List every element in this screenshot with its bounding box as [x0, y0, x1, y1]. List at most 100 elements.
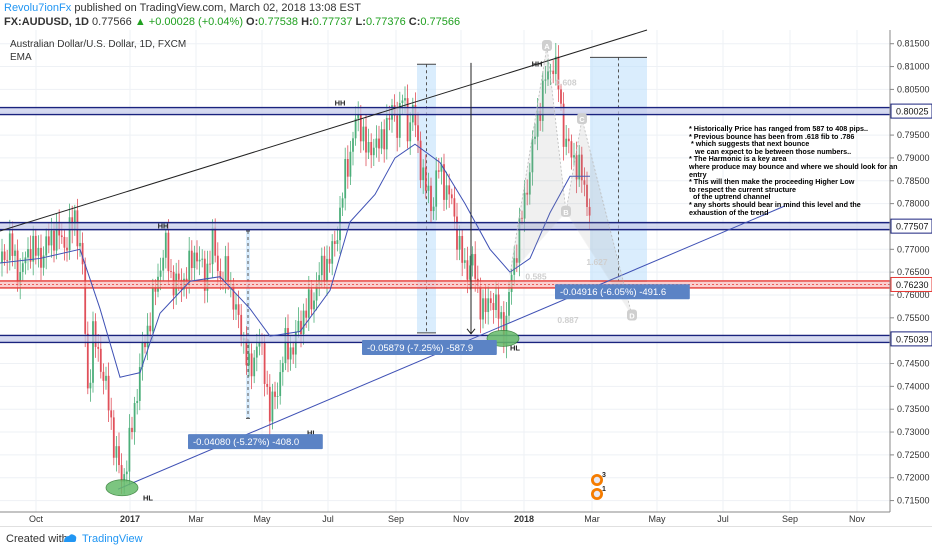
candle-body	[409, 122, 412, 142]
candle-body	[526, 192, 529, 195]
candle-body	[557, 56, 560, 90]
candle-body	[458, 235, 461, 250]
candle-body	[112, 417, 115, 458]
candle-body	[383, 129, 386, 150]
x-tick-label: May	[648, 514, 666, 524]
measure-label: -0.04916 (-6.05%) -491.6	[560, 287, 666, 298]
candle-body	[333, 241, 336, 244]
note-line: * The Harmonic is a key area	[689, 154, 787, 164]
level-price-label: 0.80025	[896, 107, 929, 117]
candle-body	[86, 333, 89, 389]
candle-body	[456, 216, 458, 250]
candle-body	[367, 142, 370, 153]
candle-body	[281, 363, 284, 373]
candle-body	[81, 242, 84, 265]
candle-body	[552, 70, 555, 75]
candle-body	[45, 236, 48, 256]
candle-body	[372, 147, 375, 156]
ema-legend[interactable]: EMA	[10, 52, 32, 63]
candle-body	[136, 400, 139, 404]
candle-body	[365, 126, 367, 153]
candle-body	[170, 271, 172, 272]
candle-body	[443, 164, 445, 200]
harmonic-point-label: 0.585	[525, 272, 547, 282]
candle-body	[352, 138, 354, 152]
time-axis[interactable]: Oct 2017 Mar May Jul Sep Nov 2018 Mar May Jul Sep No…	[29, 514, 866, 524]
ohlc-line: FX:AUDUSD, 1D 0.77566 ▲ +0.00028 (+0.04%…	[4, 16, 460, 28]
pivot-label: HL	[143, 494, 153, 503]
publisher-link[interactable]: Revolu7ionFx	[4, 2, 72, 14]
y-tick-label: 0.73500	[897, 404, 930, 414]
note-line: * This will then make the proceeding Hig…	[689, 177, 855, 187]
candle-body	[424, 167, 427, 191]
candle-body	[495, 294, 497, 311]
candle-body	[302, 310, 305, 335]
price-axis[interactable]: 0.815000.810000.805000.800000.795000.790…	[890, 39, 932, 506]
plot-area[interactable]	[0, 30, 890, 512]
open-value: 0.77538	[258, 16, 299, 28]
harmonic-point-badge	[577, 113, 587, 125]
candle-body	[258, 342, 261, 347]
candle-body	[284, 328, 287, 364]
measure-label-box	[188, 434, 323, 450]
candle-body	[573, 155, 575, 158]
candle-body	[79, 242, 81, 247]
channel-upper-line[interactable]	[0, 29, 648, 232]
candle-body	[177, 273, 180, 280]
candle-body	[521, 217, 523, 219]
chart-title: Australian Dollar/U.S. Dollar, 1D, FXCM	[10, 39, 186, 50]
level-price-tag	[890, 218, 932, 234]
measure-label-box	[362, 339, 497, 355]
price-chart[interactable]: HH HH HH HL HL HL -0.05879 (-7.25%) -587.9 -0.0…	[0, 0, 932, 526]
candle-body	[388, 117, 391, 120]
candle-body	[583, 180, 586, 185]
x-tick-label: May	[253, 514, 271, 524]
annotations: HH HH HH HL HL HL -0.05879 (-7.25%) -587.9 -0.0…	[105, 39, 690, 503]
candle-body	[224, 256, 227, 280]
pivot-label: HH	[158, 222, 169, 231]
candle-body	[37, 247, 40, 256]
x-tick-label: Jul	[322, 514, 334, 524]
note-line: * Previous bounce has been from .618 fib…	[689, 131, 855, 141]
candle-body	[484, 298, 487, 313]
candle-body	[500, 312, 503, 319]
candle-body	[453, 198, 456, 217]
note-line: we can expect to be between those number…	[689, 146, 852, 156]
candle-body	[588, 206, 591, 216]
candle-body	[118, 446, 120, 466]
candle-body	[237, 304, 240, 315]
ema-line	[0, 143, 590, 378]
candle-body	[84, 264, 87, 334]
harmonic-path	[509, 45, 633, 316]
candle-body	[541, 80, 544, 121]
y-tick-label: 0.78000	[897, 199, 930, 209]
x-tick-label: Sep	[782, 514, 798, 524]
candle-body	[149, 325, 152, 332]
candle-body	[432, 206, 435, 212]
harmonic-point-label: C	[579, 115, 585, 124]
note-line: * any shorts should bear in mind this le…	[689, 199, 861, 209]
candle-body	[42, 255, 45, 268]
candle-body	[110, 410, 113, 418]
candle-body	[120, 465, 123, 482]
harmonic-point-label: A	[544, 42, 550, 51]
candle-body	[547, 71, 549, 80]
candle-body	[99, 348, 102, 372]
candle-body	[437, 170, 440, 172]
candle-body	[11, 233, 14, 256]
candle-body	[248, 353, 250, 366]
pivot-label: HL	[307, 429, 317, 438]
candle-body	[357, 114, 360, 119]
candle-body	[73, 210, 76, 230]
low-value: 0.77376	[365, 16, 406, 28]
candle-body	[250, 353, 253, 377]
candle-body	[489, 298, 492, 303]
tradingview-brand[interactable]: TradingView	[82, 533, 143, 545]
candle-body	[3, 251, 6, 260]
candle-body	[227, 256, 230, 285]
y-tick-label: 0.79500	[897, 130, 930, 140]
candle-body	[240, 314, 243, 341]
candle-body	[518, 217, 521, 263]
y-tick-label: 0.78500	[897, 176, 930, 186]
candle-body	[341, 198, 344, 208]
